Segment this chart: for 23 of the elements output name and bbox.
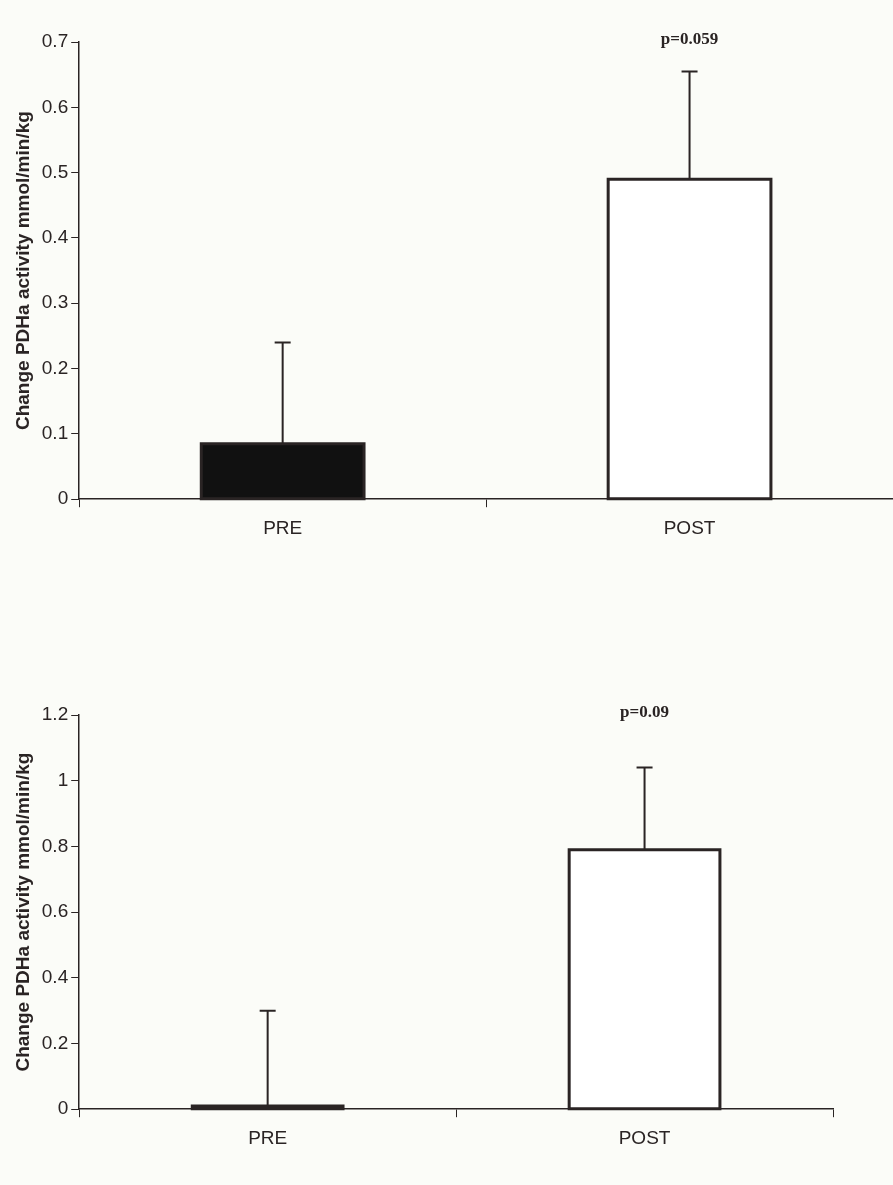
y-tick-label: 0 bbox=[57, 1097, 69, 1119]
y-tick-label: 1 bbox=[57, 768, 69, 790]
y-axis-title: Change PDHa activity mmol/min/kg bbox=[11, 111, 33, 431]
y-tick-label: 0.4 bbox=[41, 226, 69, 248]
y-tick-label: 0.4 bbox=[41, 966, 69, 988]
y-tick-label: 1.2 bbox=[41, 703, 69, 725]
y-tick-label: 0.3 bbox=[41, 291, 69, 313]
y-tick-label: 0.1 bbox=[41, 422, 69, 444]
y-tick-label: 0.2 bbox=[41, 356, 69, 378]
y-tick-label: 0.8 bbox=[41, 834, 69, 856]
y-tick-label: 0.5 bbox=[41, 160, 69, 182]
x-tick-label: PRE bbox=[263, 516, 303, 538]
x-tick-label: PRE bbox=[248, 1126, 288, 1148]
y-tick-label: 0.2 bbox=[41, 1031, 69, 1053]
annotation: p=0.059 bbox=[660, 28, 719, 48]
y-tick-label: 0 bbox=[57, 487, 69, 509]
y-tick-label: 0.7 bbox=[41, 30, 69, 52]
x-tick-label: POST bbox=[618, 1126, 671, 1148]
y-axis-title: Change PDHa activity mmol/min/kg bbox=[11, 752, 33, 1072]
y-tick-label: 0.6 bbox=[41, 900, 69, 922]
annotation: p=0.09 bbox=[620, 701, 670, 721]
y-tick-label: 0.6 bbox=[41, 95, 69, 117]
x-tick-label: POST bbox=[663, 516, 716, 538]
